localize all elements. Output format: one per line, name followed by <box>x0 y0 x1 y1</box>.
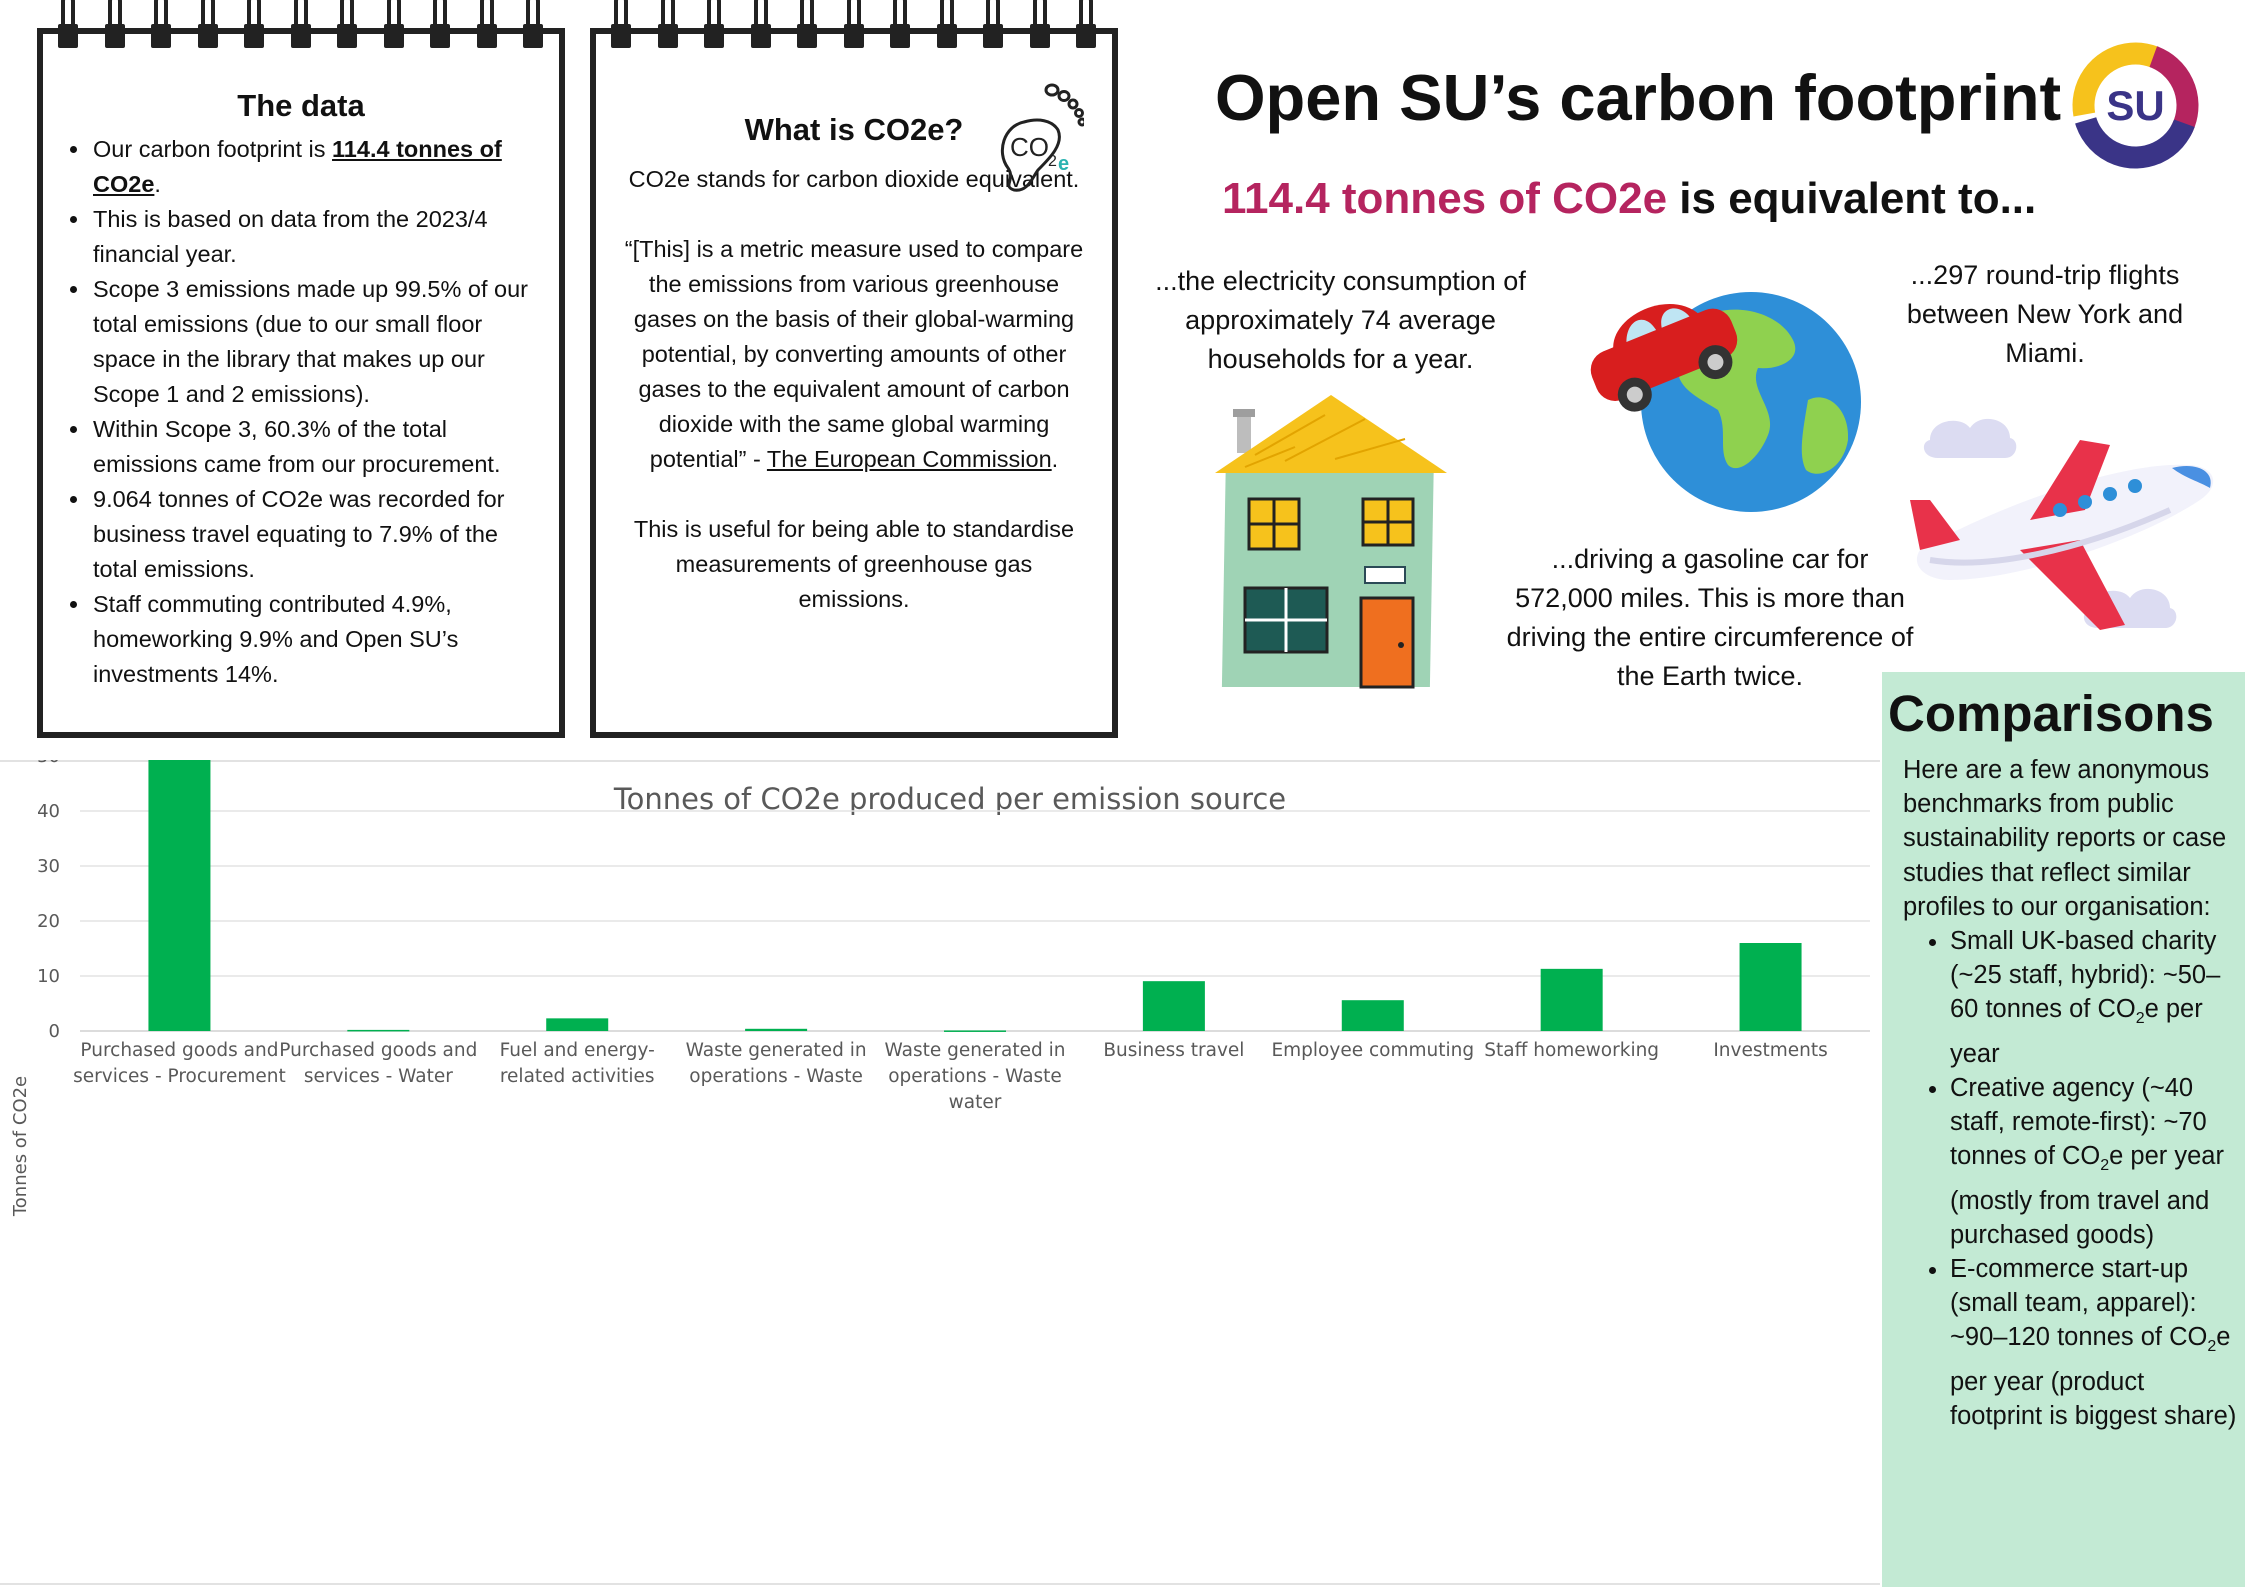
y-tick-label: 0 <box>49 1021 60 1042</box>
x-tick-label: Business travel <box>1103 1040 1244 1061</box>
page-title: Open SU’s carbon footprint <box>1215 61 2062 134</box>
x-tick-label: Employee commuting <box>1271 1040 1474 1061</box>
x-tick-label: Staff homeworking <box>1484 1040 1659 1061</box>
comparison-item: Small UK-based charity (~25 staff, hybri… <box>1950 924 2237 1071</box>
binding-ring <box>290 0 312 50</box>
households-equivalent: ...the electricity consumption of approx… <box>1155 266 1526 374</box>
binding-ring <box>243 0 265 50</box>
binding-ring <box>796 0 818 50</box>
binding-ring <box>104 0 126 50</box>
comparison-item: Creative agency (~40 staff, remote-first… <box>1950 1071 2237 1252</box>
x-tick-label: Waste generated in operations - Waste <box>686 1040 867 1087</box>
binding-ring <box>610 0 632 50</box>
car-miles-equivalent: ...driving a gasoline car for 572,000 mi… <box>1506 544 1914 691</box>
binding-ring <box>383 0 405 50</box>
data-list-item: Staff commuting contributed 4.9%, homewo… <box>91 587 545 692</box>
y-axis-label: Tonnes of CO2e <box>10 1076 31 1217</box>
binding-ring <box>197 0 219 50</box>
comparisons-title: Comparisons <box>1888 685 2214 742</box>
bar <box>1142 981 1205 1031</box>
source-link[interactable]: The European Commission <box>766 446 1052 472</box>
binding-ring <box>982 0 1004 50</box>
spiral-binding <box>43 0 559 54</box>
x-tick-label: Investments <box>1713 1040 1827 1061</box>
equivalence-heading: 114.4 tonnes of CO2e is equivalent to... <box>1222 174 2037 223</box>
emissions-bar-chart: Tonnes of CO2e produced per emission sou… <box>10 760 1870 1217</box>
binding-ring <box>57 0 79 50</box>
su-logo: SU <box>2072 42 2199 169</box>
binding-ring <box>657 0 679 50</box>
binding-ring <box>843 0 865 50</box>
data-list-item: Scope 3 emissions made up 99.5% of our t… <box>91 272 545 412</box>
co2-footprint-icon: CO 2 e <box>1000 83 1084 192</box>
plane-illustration <box>1910 418 2214 630</box>
earth-car-illustration <box>1590 292 1861 512</box>
comparisons-list: Small UK-based charity (~25 staff, hybri… <box>1950 924 2237 1433</box>
co2e-card-body: CO2e stands for carbon dioxide equivalen… <box>618 162 1090 617</box>
co2e-usefulness: This is useful for being able to standar… <box>633 516 1075 612</box>
binding-ring <box>703 0 725 50</box>
comparisons-panel: Comparisons Here are a few anonymous ben… <box>1882 672 2245 1587</box>
data-card-title: The data <box>237 88 365 123</box>
bar <box>546 1018 609 1031</box>
binding-ring <box>336 0 358 50</box>
svg-text:CO: CO <box>1010 132 1049 162</box>
co2e-definition: CO2e stands for carbon dioxide equivalen… <box>628 166 1080 192</box>
binding-ring <box>429 0 451 50</box>
svg-text:e: e <box>1058 153 1069 175</box>
binding-ring <box>476 0 498 50</box>
binding-ring <box>522 0 544 50</box>
binding-ring <box>150 0 172 50</box>
logo-text: SU <box>2106 82 2164 129</box>
y-tick-label: 30 <box>37 856 60 877</box>
y-tick-label: 10 <box>37 966 60 987</box>
data-list-item: This is based on data from the 2023/4 fi… <box>91 202 545 272</box>
co2e-card-title: What is CO2e? <box>744 112 964 147</box>
data-card: The data Our carbon footprint is 114.4 t… <box>37 0 565 738</box>
binding-ring <box>1075 0 1097 50</box>
x-tick-label: Purchased goods and services - Procuremen… <box>73 1040 286 1087</box>
bar <box>1540 968 1603 1031</box>
chart-bottom-rule <box>0 1583 1880 1585</box>
bar <box>944 1030 1006 1032</box>
y-tick-label: 40 <box>37 801 60 822</box>
data-list-item: Our carbon footprint is 114.4 tonnes of … <box>91 132 545 202</box>
svg-text:2: 2 <box>1048 153 1057 170</box>
spiral-binding <box>596 0 1112 54</box>
x-tick-label: Waste generated in operations - Waste wate… <box>885 1040 1066 1113</box>
x-tick-label: Purchased goods and services - Water <box>279 1040 477 1087</box>
co2e-quote: “[This] is a metric measure used to comp… <box>624 236 1084 472</box>
binding-ring <box>1029 0 1051 50</box>
bar <box>1341 1000 1404 1031</box>
data-list-item: 9.064 tonnes of CO2e was recorded for bu… <box>91 482 545 587</box>
bar <box>745 1028 808 1031</box>
binding-ring <box>750 0 772 50</box>
bar <box>148 760 211 1031</box>
bar <box>1739 943 1802 1031</box>
x-tick-label: Fuel and energy-related activities <box>500 1040 655 1087</box>
binding-ring <box>936 0 958 50</box>
y-tick-label: 50 <box>37 760 60 767</box>
co2e-card: CO 2 e What is CO2e? CO2e stands for car… <box>590 0 1118 738</box>
house-illustration <box>1215 395 1447 689</box>
comparison-item: E-commerce start-up (small team, apparel… <box>1950 1252 2237 1433</box>
chart-top-rule <box>0 760 1880 762</box>
comparisons-intro: Here are a few anonymous benchmarks from… <box>1903 756 2227 921</box>
flights-equivalent: ...297 round-trip flights between New Yo… <box>1906 260 2184 368</box>
y-tick-label: 20 <box>37 911 60 932</box>
bar <box>347 1029 410 1032</box>
binding-ring <box>889 0 911 50</box>
data-list-item: Within Scope 3, 60.3% of the total emiss… <box>91 412 545 482</box>
data-list: Our carbon footprint is 114.4 tonnes of … <box>91 132 545 692</box>
